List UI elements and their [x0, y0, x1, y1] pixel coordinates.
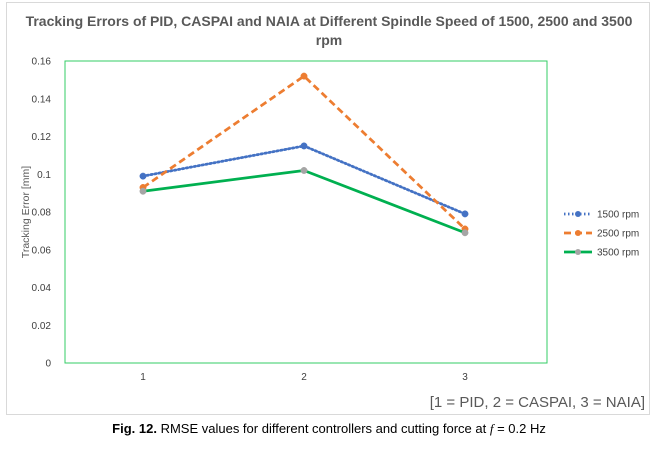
data-point-marker: [300, 72, 308, 80]
y-tick-label: 0.02: [32, 321, 52, 332]
series-layer: [139, 72, 469, 237]
legend-swatch-marker: [575, 230, 581, 236]
chart-frame: Tracking Errors of PID, CASPAI and NAIA …: [6, 2, 650, 415]
series-line-3500-rpm: [142, 169, 466, 235]
y-axis-title: Tracking Error [mm]: [20, 166, 32, 258]
data-point-marker: [139, 187, 147, 195]
y-tick-label: 0: [45, 359, 51, 370]
chart-title-line-1: Tracking Errors of PID, CASPAI and NAIA …: [26, 13, 633, 29]
legend-label: 3500 rpm: [597, 248, 639, 259]
legend-swatch-marker: [575, 211, 581, 217]
figure-caption: Fig. 12. RMSE values for different contr…: [0, 421, 658, 437]
y-tick-label: 0.08: [32, 208, 52, 219]
data-point-marker: [139, 172, 147, 180]
x-tick-label: 2: [301, 372, 307, 383]
y-tick-label: 0.1: [37, 170, 51, 181]
y-tick-label: 0.16: [32, 57, 52, 68]
legend: 1500 rpm 2500 rpm 3500 rpm: [564, 210, 639, 259]
x-tick-label: 3: [462, 372, 468, 383]
series-line-2500-rpm: [142, 74, 466, 230]
x-category-annotation: [1 = PID, 2 = CASPAI, 3 = NAIA]: [430, 394, 645, 411]
y-tick-labels: 0 0.02 0.04 0.06 0.08 0.1 0.12 0.14 0.16: [32, 57, 52, 370]
data-point-marker: [461, 229, 469, 237]
legend-label: 1500 rpm: [597, 210, 639, 221]
x-tick-label: 1: [140, 372, 146, 383]
data-point-marker: [300, 167, 308, 174]
y-tick-label: 0.06: [32, 245, 52, 256]
caption-suffix: = 0.2 Hz: [493, 421, 546, 436]
caption-figure-number: Fig. 12.: [112, 421, 157, 436]
y-tick-label: 0.14: [32, 94, 52, 105]
chart-svg: Tracking Errors of PID, CASPAI and NAIA …: [20, 13, 645, 411]
y-tick-label: 0.04: [32, 283, 52, 294]
legend-swatch-marker: [575, 249, 581, 255]
series-line-1500-rpm: [141, 144, 467, 216]
caption-symbol: f: [489, 421, 494, 436]
chart-title-line-2: rpm: [316, 32, 342, 48]
caption-text: RMSE values for different controllers an…: [156, 421, 490, 436]
data-point-marker: [461, 210, 469, 218]
y-tick-label: 0.12: [32, 132, 52, 143]
plot-area-border: [64, 60, 548, 364]
legend-label: 2500 rpm: [597, 229, 639, 240]
x-tick-labels: 1 2 3: [140, 372, 468, 383]
data-point-marker: [300, 142, 308, 150]
